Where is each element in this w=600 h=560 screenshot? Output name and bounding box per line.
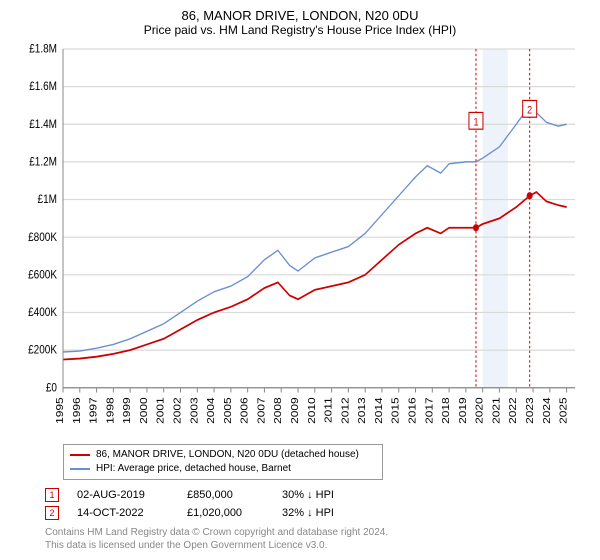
legend-swatch — [70, 454, 90, 456]
x-tick-label: 1995 — [55, 397, 66, 424]
legend-label: HPI: Average price, detached house, Barn… — [96, 462, 291, 476]
y-tick-label: £1.2M — [29, 156, 57, 169]
x-tick-label: 2005 — [223, 397, 234, 424]
x-tick-label: 2008 — [273, 397, 284, 424]
event-badge-text: 2 — [527, 105, 532, 117]
event-rows: 1 02-AUG-2019£850,00030% ↓ HPI 2 14-OCT-202… — [45, 484, 585, 524]
x-tick-label: 2004 — [206, 397, 217, 424]
y-tick-label: £1M — [38, 193, 57, 206]
x-tick-label: 2017 — [424, 397, 435, 424]
event-row: 1 02-AUG-2019£850,00030% ↓ HPI — [45, 488, 585, 502]
x-tick-label: 2016 — [407, 397, 418, 424]
y-tick-label: £800K — [28, 231, 57, 244]
x-tick-label: 2011 — [323, 397, 334, 423]
x-tick-label: 2006 — [239, 397, 250, 424]
x-tick-label: 1998 — [105, 397, 116, 424]
x-tick-label: 2019 — [458, 397, 469, 424]
event-dot — [473, 224, 479, 231]
x-tick-label: 2001 — [156, 397, 167, 424]
x-tick-label: 2021 — [491, 397, 502, 424]
footer-line1: Contains HM Land Registry data © Crown c… — [45, 526, 585, 539]
legend-swatch — [70, 468, 90, 470]
x-tick-label: 2015 — [391, 397, 402, 424]
legend-label: 86, MANOR DRIVE, LONDON, N20 0DU (detach… — [96, 448, 359, 462]
x-tick-label: 2025 — [558, 397, 569, 424]
chart-svg: £0 £200K £400K £600K £800K £1M £1.2M £1.4M £1.6M… — [15, 43, 585, 438]
x-tick-label: 2013 — [357, 397, 368, 424]
x-tick-label: 2014 — [374, 397, 385, 424]
event-row-badge: 2 — [45, 506, 59, 520]
x-tick-label: 2007 — [256, 397, 267, 424]
footer-line2: This data is licensed under the Open Gov… — [45, 539, 585, 552]
x-tick-label: 1996 — [72, 397, 83, 424]
x-tick-label: 2022 — [508, 397, 519, 424]
x-tick-label: 2009 — [290, 397, 301, 424]
x-tick-label: 2020 — [475, 397, 486, 424]
legend-row: HPI: Average price, detached house, Barn… — [70, 462, 376, 476]
event-row-date: 02-AUG-2019 — [77, 489, 187, 501]
event-row-date: 14-OCT-2022 — [77, 507, 187, 519]
footer: Contains HM Land Registry data © Crown c… — [45, 526, 585, 552]
y-tick-label: £1.4M — [29, 118, 57, 131]
x-tick-label: 2023 — [525, 397, 536, 424]
event-row: 2 14-OCT-2022£1,020,00032% ↓ HPI — [45, 506, 585, 520]
event-row-price: £1,020,000 — [187, 507, 282, 519]
x-tick-label: 2012 — [340, 397, 351, 424]
event-dot — [527, 192, 533, 199]
x-tick-label: 2003 — [189, 397, 200, 424]
container: 86, MANOR DRIVE, LONDON, N20 0DU Price p… — [0, 0, 600, 560]
event-row-pct: 32% ↓ HPI — [282, 507, 372, 519]
x-tick-label: 2024 — [542, 397, 553, 424]
y-tick-label: £1.8M — [29, 43, 57, 56]
y-tick-label: £400K — [28, 306, 57, 319]
chart-subtitle: Price paid vs. HM Land Registry's House … — [15, 23, 585, 37]
event-row-pct: 30% ↓ HPI — [282, 489, 372, 501]
y-tick-label: £0 — [46, 382, 57, 395]
x-tick-label: 2000 — [139, 397, 150, 424]
x-tick-label: 1999 — [122, 397, 133, 424]
event-row-price: £850,000 — [187, 489, 282, 501]
x-tick-label: 1997 — [88, 397, 99, 424]
event-badge-text: 1 — [473, 117, 478, 129]
event-row-badge: 1 — [45, 488, 59, 502]
highlight-band — [483, 49, 508, 388]
x-tick-label: 2010 — [307, 397, 318, 424]
y-tick-label: £1.6M — [29, 80, 57, 93]
y-tick-label: £600K — [28, 269, 57, 282]
chart-title: 86, MANOR DRIVE, LONDON, N20 0DU — [15, 8, 585, 23]
legend-row: 86, MANOR DRIVE, LONDON, N20 0DU (detach… — [70, 448, 376, 462]
y-tick-label: £200K — [28, 344, 57, 357]
x-tick-label: 2002 — [172, 397, 183, 424]
legend: 86, MANOR DRIVE, LONDON, N20 0DU (detach… — [63, 444, 383, 480]
x-tick-label: 2018 — [441, 397, 452, 424]
chart-area: £0 £200K £400K £600K £800K £1M £1.2M £1.4M £1.6M… — [15, 43, 585, 438]
